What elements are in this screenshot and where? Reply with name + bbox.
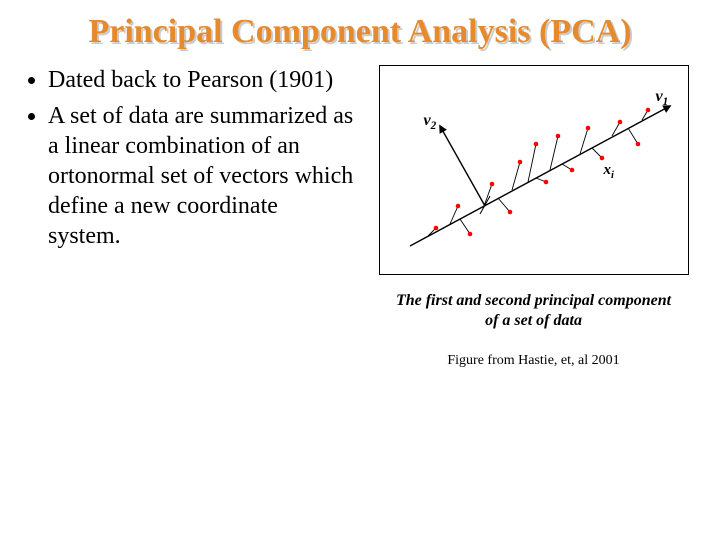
title-text: Principal Component Analysis (PCA) [88, 13, 631, 50]
figure-caption: The first and second principal component… [396, 291, 671, 331]
caption-line1: The first and second principal component [396, 292, 671, 309]
pca-diagram-svg [380, 66, 690, 276]
right-column: v1 v2 xi The first and second principal … [367, 65, 700, 369]
figure-credit: Figure from Hastie, et, al 2001 [447, 353, 619, 369]
bullet-list: Dated back to Pearson (1901) A set of da… [20, 65, 355, 251]
caption-line2: of a set of data [485, 312, 582, 329]
left-column: Dated back to Pearson (1901) A set of da… [20, 65, 355, 369]
xi-label: xi [604, 162, 614, 181]
bullet-item: Dated back to Pearson (1901) [48, 65, 355, 95]
v1-label: v1 [656, 88, 669, 108]
pca-figure: v1 v2 xi [379, 65, 689, 275]
v2-label: v2 [424, 112, 437, 132]
bullet-item: A set of data are summarized as a linear… [48, 101, 355, 251]
slide-title: Principal Component Analysis (PCA) [0, 0, 720, 51]
content-row: Dated back to Pearson (1901) A set of da… [0, 51, 720, 369]
